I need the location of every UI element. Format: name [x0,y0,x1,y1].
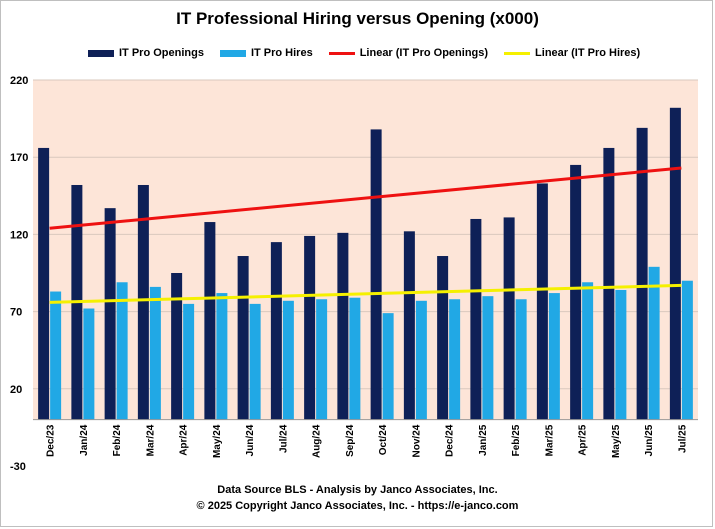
y-tick-label: 70 [10,307,22,319]
bar-hires [382,313,394,420]
bar-openings [104,208,116,420]
bar-openings [437,256,449,420]
bar-openings [171,273,183,420]
bar-hires [149,286,161,420]
chart-title: IT Professional Hiring versus Opening (x… [176,9,539,28]
bar-openings [536,183,548,420]
footer: Data Source BLS - Analysis by Janco Asso… [0,482,715,514]
x-tick-label: May/25 [611,424,622,458]
x-tick-label: May/24 [212,424,223,458]
bar-openings [304,235,316,420]
x-tick-label: Feb/25 [511,424,522,456]
bar-openings [403,231,415,420]
footer-copyright: © 2025 Copyright Janco Associates, Inc. … [196,500,519,512]
legend-item-hires: IT Pro Hires [219,47,313,59]
legend-item-hires-trend: Linear (IT Pro Hires) [504,47,640,59]
x-tick-label: Sep/24 [345,424,356,457]
plot-background [33,80,698,420]
bar-hires [648,266,660,420]
bar-hires [449,299,461,420]
bar-hires [415,300,427,420]
bar-openings [470,218,482,420]
bar-hires [50,291,62,420]
x-tick-label: Dec/23 [46,424,57,457]
bar-hires [582,282,594,420]
bar-openings [603,147,615,420]
x-tick-label: Jul/24 [278,424,289,453]
bar-hires [681,280,693,420]
bar-hires [282,300,294,420]
legend-label-hires-trend: Linear (IT Pro Hires) [535,47,641,59]
legend-item-openings: IT Pro Openings [88,47,204,59]
y-tick-label: 220 [10,75,28,87]
bar-openings [337,232,349,420]
x-tick-label: Aug/24 [312,424,323,458]
bar-openings [669,107,681,420]
x-tick-label: Dec/24 [445,424,456,457]
trendline-hires [49,283,682,304]
legend-swatch-hires [219,49,246,57]
bar-hires [515,299,527,420]
bar-openings [570,164,582,420]
x-tick-label: Jul/25 [677,424,688,453]
x-tick-label: Jun/25 [644,424,655,456]
bar-hires [83,308,95,420]
legend-item-openings-trend: Linear (IT Pro Openings) [328,47,489,59]
bar-openings [636,127,648,420]
bar-openings [237,256,249,420]
x-tick-label: Feb/24 [112,424,123,456]
legend-swatch-openings [88,49,114,57]
bar-openings [38,147,50,420]
bar-openings [370,129,382,420]
legend-swatch-hires-trend [504,51,531,55]
bar-hires [615,289,627,420]
bar-hires [216,293,228,420]
x-tick-label: Mar/24 [145,424,156,456]
x-tick-label: Oct/24 [378,424,389,455]
y-tick-label: -30 [10,461,26,473]
x-tick-label: Jan/25 [478,424,489,456]
bar-hires [548,293,560,420]
y-tick-label: 170 [10,152,28,164]
footer-source: Data Source BLS - Analysis by Janco Asso… [217,484,498,496]
legend-swatch-openings-trend [328,51,355,55]
y-tick-label: 20 [10,384,22,396]
x-tick-label: Jan/24 [79,424,90,456]
x-tick-label: Nov/24 [411,424,422,457]
bar-hires [482,296,494,420]
bar-hires [349,297,361,420]
x-tick-label: Mar/25 [544,424,555,456]
y-tick-label: 120 [10,229,28,241]
bar-openings [204,222,216,420]
x-tick-label: Apr/25 [578,424,589,456]
x-tick-label: Apr/24 [179,424,190,456]
bar-hires [316,299,328,420]
x-tick-label: Jun/24 [245,424,256,456]
legend-label-openings: IT Pro Openings [119,47,204,59]
bar-hires [183,303,195,420]
trendline-openings [49,166,682,230]
bar-openings [270,242,282,420]
legend: IT Pro Openings IT Pro Hires Linear (IT … [88,44,656,62]
bar-hires [249,303,261,420]
legend-label-hires: IT Pro Hires [250,47,313,59]
bar-openings [137,184,149,420]
legend-label-openings-trend: Linear (IT Pro Openings) [359,47,489,59]
bar-hires [116,282,128,420]
bar-openings [503,217,515,420]
